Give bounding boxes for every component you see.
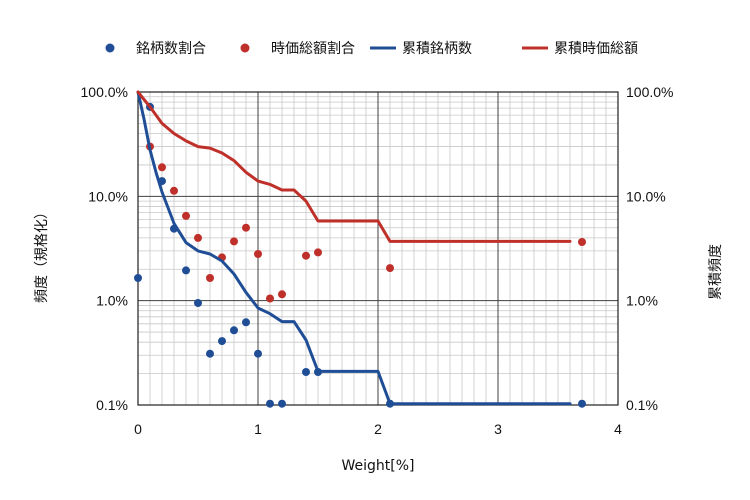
axis-layer: 0 1 2 3 4 100.0% 100.0% 10.0% 10.0% 1.0% 1.0% 0.1% 0… xyxy=(81,84,674,437)
legend-item-1: 銘柄数割合 xyxy=(105,40,206,57)
legend-label: 銘柄数割合 xyxy=(136,40,206,57)
legend-marker xyxy=(240,43,250,53)
data-point xyxy=(158,163,166,172)
x-tick-label: 4 xyxy=(614,421,622,437)
y-tick-label-right: 1.0% xyxy=(626,293,658,309)
x-tick-label: 2 xyxy=(374,421,382,437)
data-point xyxy=(134,274,142,282)
data-point xyxy=(218,337,226,346)
data-point xyxy=(266,399,274,408)
data-point xyxy=(242,223,250,232)
y-tick-label-right: 10.0% xyxy=(626,188,666,204)
y-tick-label-left: 10.0% xyxy=(88,188,128,204)
data-point xyxy=(170,186,178,195)
series-3 xyxy=(136,90,572,406)
x-axis-title: Weight[%] xyxy=(341,458,414,474)
label-layer: Weight[%] 頻度（規格化） 累積頻度 xyxy=(34,205,724,474)
data-point xyxy=(230,326,238,335)
series-4 xyxy=(136,90,572,243)
legend-item-3: 累積銘柄数 xyxy=(370,41,472,57)
data-point xyxy=(386,264,394,273)
data-point xyxy=(254,250,262,258)
plot-frame xyxy=(137,91,619,406)
y-tick-label-left: 0.1% xyxy=(96,397,128,413)
series-layer xyxy=(134,90,586,408)
legend-item-2: 時価総額割合 xyxy=(240,40,355,57)
data-point xyxy=(206,274,214,282)
legend: 銘柄数割合 時価総額割合 累積銘柄数 累積時価総額 xyxy=(105,40,638,57)
data-point xyxy=(278,399,286,408)
y-axis-title-left: 頻度（規格化） xyxy=(34,205,50,303)
y-tick-label-right: 100.0% xyxy=(626,84,673,100)
data-point xyxy=(206,349,214,358)
series-line xyxy=(136,90,572,243)
data-point xyxy=(254,349,262,358)
data-point xyxy=(182,211,190,220)
series-line xyxy=(136,90,572,406)
data-point xyxy=(302,368,310,376)
x-tick-label: 1 xyxy=(254,421,262,437)
data-point xyxy=(194,299,202,307)
y-axis-title-right: 累積頻度 xyxy=(708,244,724,300)
x-tick-label: 0 xyxy=(134,421,142,437)
series-2 xyxy=(146,142,586,303)
legend-label: 累積時価総額 xyxy=(554,41,638,57)
data-point xyxy=(578,238,586,246)
x-tick-label: 3 xyxy=(494,421,502,437)
legend-label: 累積銘柄数 xyxy=(402,41,472,57)
data-point xyxy=(278,290,286,299)
legend-label: 時価総額割合 xyxy=(271,40,355,57)
y-tick-label-left: 100.0% xyxy=(81,84,128,100)
y-tick-label-right: 0.1% xyxy=(626,397,658,413)
data-point xyxy=(578,399,586,408)
data-point xyxy=(230,237,238,246)
data-point xyxy=(302,251,310,260)
legend-item-4: 累積時価総額 xyxy=(522,41,638,57)
grid-layer xyxy=(137,91,619,406)
data-point xyxy=(194,233,202,242)
legend-marker xyxy=(105,43,115,53)
data-point xyxy=(242,318,250,327)
y-tick-label-left: 1.0% xyxy=(96,293,128,309)
data-point xyxy=(266,294,274,303)
data-point xyxy=(314,248,322,257)
data-point xyxy=(182,266,190,275)
